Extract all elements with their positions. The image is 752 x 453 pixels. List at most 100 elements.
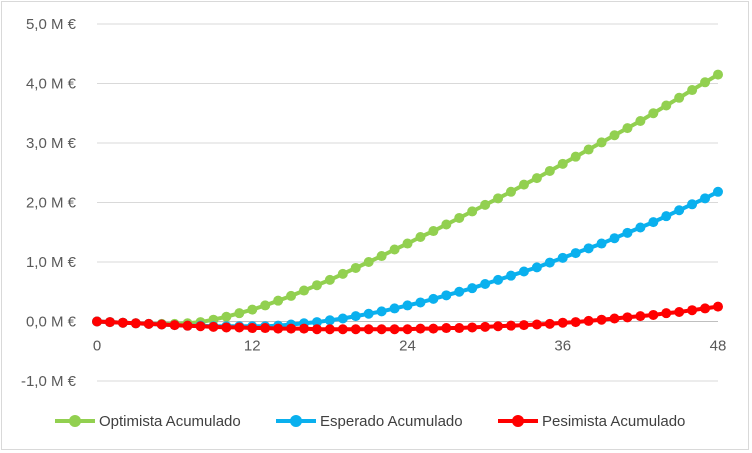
legend-label: Pesimista Acumulado — [542, 413, 685, 430]
data-point — [596, 314, 607, 325]
data-point — [195, 321, 206, 332]
data-point — [376, 306, 387, 317]
data-point — [583, 243, 594, 254]
data-point — [428, 293, 439, 304]
data-point — [363, 257, 374, 267]
y-tick-label: 2,0 M € — [26, 195, 77, 212]
data-point — [506, 186, 516, 197]
data-point — [454, 212, 465, 223]
x-tick-label: 0 — [93, 338, 101, 355]
data-point — [518, 179, 529, 190]
data-point — [713, 186, 723, 197]
legend-item: Esperado Acumulado — [276, 413, 463, 430]
data-point — [415, 297, 426, 308]
data-point — [661, 211, 672, 222]
data-point — [350, 324, 361, 335]
x-axis-tick-labels: 0 12 24 36 48 — [93, 338, 727, 355]
data-point — [596, 137, 607, 148]
data-point — [648, 309, 659, 320]
series-0 — [92, 69, 723, 329]
data-point — [506, 320, 516, 331]
data-point — [337, 268, 348, 279]
data-point — [92, 316, 102, 327]
legend-marker — [69, 415, 81, 427]
data-point — [169, 320, 180, 331]
series-line — [96, 72, 720, 326]
data-point — [674, 92, 685, 103]
data-point — [544, 318, 555, 329]
y-tick-label: 4,0 M € — [26, 76, 77, 93]
data-point — [635, 311, 646, 322]
data-point — [376, 251, 387, 262]
legend-label: Esperado Acumulado — [320, 413, 463, 430]
data-point — [622, 312, 633, 323]
data-point — [713, 69, 723, 80]
data-point — [104, 317, 115, 328]
y-tick-label: 5,0 M € — [26, 16, 77, 33]
data-point — [428, 323, 439, 334]
data-point — [324, 315, 335, 326]
data-point — [493, 274, 504, 285]
data-point — [635, 222, 646, 233]
data-point — [544, 165, 555, 176]
data-point — [609, 130, 620, 141]
data-point — [570, 248, 581, 259]
legend-item: Pesimista Acumulado — [498, 413, 685, 430]
data-point — [143, 318, 154, 329]
data-point — [441, 219, 452, 230]
data-point — [221, 311, 232, 322]
data-point — [557, 158, 568, 169]
legend-marker — [512, 415, 524, 427]
y-tick-label: 1,0 M € — [26, 254, 77, 271]
y-tick-label: 3,0 M € — [26, 135, 77, 152]
x-tick-label: 12 — [244, 338, 261, 355]
data-point — [700, 303, 711, 314]
data-point — [441, 323, 452, 334]
data-point — [337, 324, 348, 335]
y-tick-label: -1,0 M € — [21, 373, 77, 390]
series-1 — [92, 186, 723, 332]
data-point — [570, 151, 581, 162]
legend-marker — [290, 415, 302, 427]
data-point — [454, 323, 465, 334]
data-point — [480, 199, 491, 210]
x-tick-label: 48 — [710, 338, 727, 355]
data-point — [467, 283, 478, 294]
data-point — [531, 262, 542, 273]
data-point — [622, 123, 633, 134]
data-point — [208, 321, 219, 332]
data-point — [324, 324, 335, 335]
data-point — [531, 319, 542, 330]
data-point — [583, 144, 594, 155]
data-point — [518, 320, 529, 331]
data-point — [402, 324, 413, 335]
data-point — [337, 313, 348, 324]
data-point — [493, 321, 504, 332]
y-axis-tick-labels: 5,0 M € 4,0 M € 3,0 M € 2,0 M € 1,0 M € 0,0 M… — [21, 16, 77, 390]
data-point — [260, 300, 271, 311]
data-point — [544, 257, 555, 268]
data-point — [480, 321, 491, 332]
data-point — [402, 300, 413, 311]
series-group — [92, 69, 723, 335]
x-tick-label: 36 — [554, 338, 571, 355]
data-point — [389, 303, 400, 314]
data-point — [415, 232, 426, 243]
data-point — [648, 217, 659, 228]
series-2 — [92, 301, 723, 335]
data-point — [389, 324, 400, 335]
data-point — [454, 286, 465, 297]
data-point — [156, 319, 167, 330]
data-point — [661, 100, 672, 111]
data-point — [286, 323, 297, 334]
data-point — [247, 304, 258, 315]
data-point — [311, 280, 322, 291]
data-point — [467, 206, 478, 217]
data-point — [415, 323, 426, 334]
legend-label: Optimista Acumulado — [99, 413, 241, 430]
data-point — [622, 227, 633, 238]
data-point — [674, 306, 685, 317]
data-point — [299, 285, 309, 296]
